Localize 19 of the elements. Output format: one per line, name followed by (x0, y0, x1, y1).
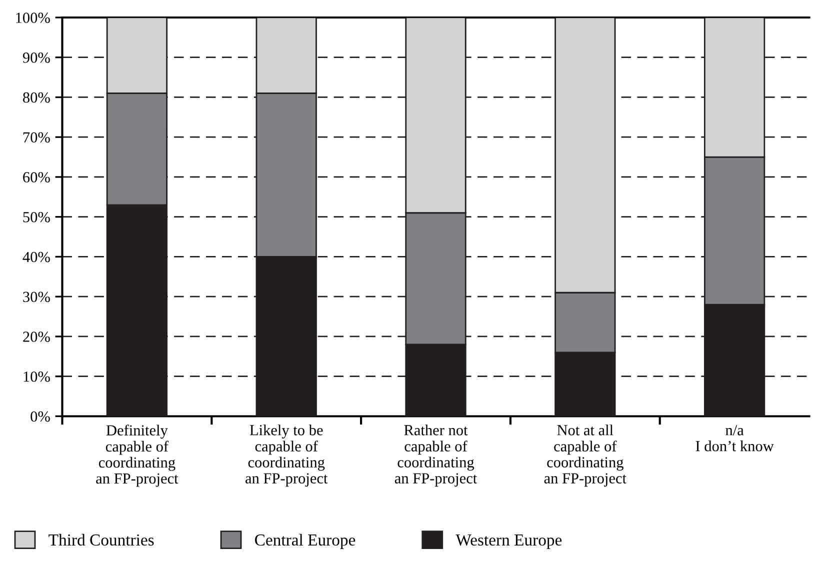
y-tick-label: 20% (23, 332, 50, 342)
legend-label: Western Europe (456, 534, 562, 549)
x-tick-label: Rather not capable of coordinating an FP-project (394, 424, 478, 487)
y-tick-label: 50% (23, 212, 50, 222)
y-tick-label: 10% (24, 372, 50, 382)
x-tick-label: Definitely capable of coordinating an FP-project (96, 424, 178, 487)
y-tick-label: 40% (22, 252, 50, 262)
y-tick-label: 0% (30, 411, 50, 422)
y-tick-label: 70% (23, 132, 50, 143)
y-tick-label: 60% (23, 172, 50, 182)
legend-label: Central Europe (255, 534, 356, 549)
x-tick-label: Not at all capable of coordinating an FP-project (544, 424, 626, 487)
y-tick-label: 30% (23, 292, 50, 302)
y-tick-label: 80% (23, 92, 50, 103)
x-tick-label: n/a I don’t know (696, 425, 774, 452)
x-tick-label: Likely to be capable of coordinating an FP-project (246, 424, 328, 487)
y-tick-label: 90% (22, 52, 50, 63)
y-tick-label: 100% (16, 12, 50, 23)
legend-label: Third Countries (48, 534, 154, 546)
